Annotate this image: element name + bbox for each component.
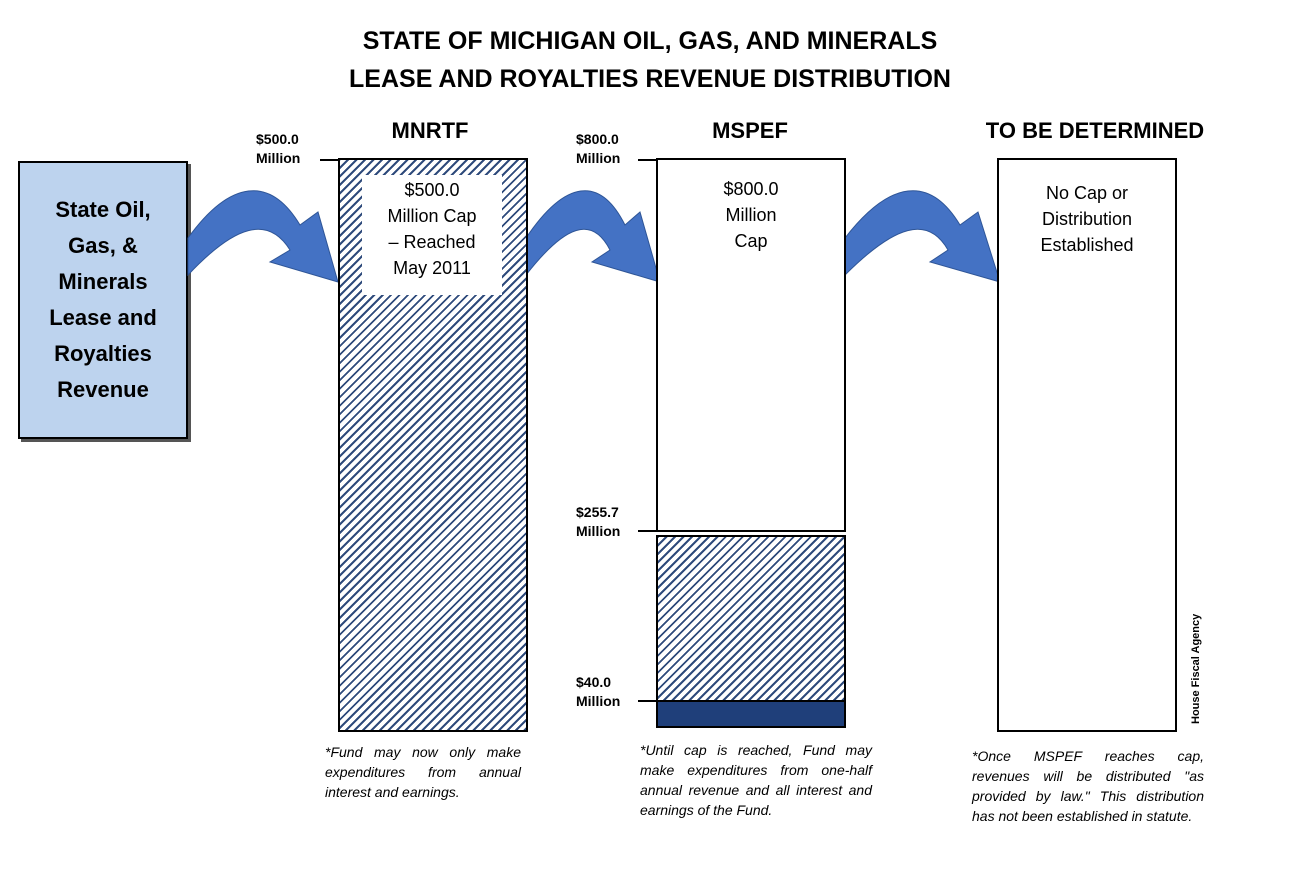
mspef-top-tick (638, 159, 658, 161)
mspef-solid-section (656, 700, 846, 728)
source-line: State Oil, (55, 197, 151, 222)
source-line: Minerals (58, 269, 148, 294)
tbd-column: No Cap or Distribution Established (997, 158, 1177, 732)
mspef-axis-low: $40.0 Million (576, 673, 620, 711)
mspef-cap-line: Million (725, 205, 777, 225)
mspef-top-value: $800.0 (576, 131, 619, 147)
mnrtf-axis-tick (320, 159, 340, 161)
title-line-1: STATE OF MICHIGAN OIL, GAS, AND MINERALS (362, 27, 938, 55)
flow-arrow-2 (525, 190, 661, 283)
tbd-label-line: Established (1040, 235, 1134, 255)
mspef-axis-mid: $255.7 Million (576, 503, 620, 541)
mspef-footnote: *Until cap is reached, Fund may make exp… (640, 742, 872, 818)
tbd-label-line: No Cap or (1045, 183, 1129, 203)
tbd-label: No Cap or Distribution Established (999, 160, 1175, 258)
mspef-mid-tick (638, 530, 658, 532)
mnrtf-cap-line: May 2011 (393, 258, 471, 278)
title-line-2: LEASE AND ROYALTIES REVENUE DISTRIBUTION (349, 65, 951, 93)
mnrtf-axis-unit: Million (256, 150, 301, 166)
mspef-heading: MSPEF (712, 118, 788, 143)
source-line: Lease and (49, 305, 157, 330)
mnrtf-axis-value: $500.0 (256, 131, 299, 147)
source-line: Gas, & (68, 233, 138, 258)
mspef-cap-label: $800.0 Million Cap (658, 160, 844, 254)
mspef-unfilled-section: $800.0 Million Cap (656, 158, 846, 532)
mspef-low-tick (638, 700, 658, 702)
source-line: Revenue (57, 377, 149, 402)
flow-arrow-3 (844, 190, 1001, 283)
mspef-low-unit: Million (576, 693, 621, 709)
tbd-label-line: Distribution (1041, 209, 1133, 229)
mspef-top-unit: Million (576, 150, 621, 166)
mspef-cap-line: Cap (734, 231, 768, 251)
mnrtf-heading: MNRTF (391, 118, 469, 143)
revenue-source-box: State Oil, Gas, & Minerals Lease and Roy… (18, 161, 188, 439)
mnrtf-cap-line: Million Cap (387, 206, 477, 226)
source-line: Royalties (54, 341, 152, 366)
mspef-low-value: $40.0 (576, 674, 612, 690)
flow-arrow-1 (187, 190, 339, 283)
mspef-cap-line: $800.0 (723, 179, 779, 199)
mspef-mid-value: $255.7 (576, 504, 619, 520)
mnrtf-cap-line: $500.0 (404, 180, 460, 200)
mspef-mid-unit: Million (576, 523, 621, 539)
mnrtf-cap-label: $500.0 Million Cap – Reached May 2011 (362, 175, 502, 295)
diagram-title: STATE OF MICHIGAN OIL, GAS, AND MINERALS… (0, 22, 1300, 98)
mnrtf-cap-line: – Reached (388, 232, 476, 252)
mnrtf-axis-label: $500.0 Million (256, 130, 300, 168)
tbd-heading: TO BE DETERMINED (985, 118, 1205, 143)
mspef-hatched-section (656, 535, 846, 702)
tbd-footnote: *Once MSPEF reaches cap, revenues will b… (972, 748, 1204, 824)
mnrtf-footnote: *Fund may now only make expenditures fro… (325, 744, 521, 800)
source-credit: House Fiscal Agency (1190, 613, 1202, 724)
mspef-axis-top: $800.0 Million (576, 130, 620, 168)
